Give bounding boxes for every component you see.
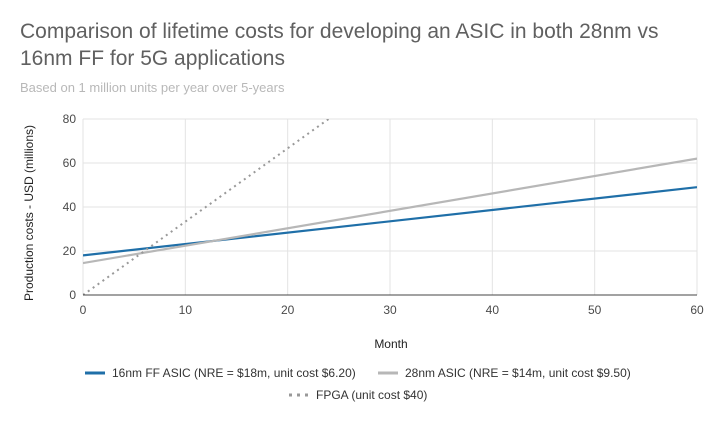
x-tick-label: 60 [690, 303, 704, 317]
x-tick-label: 40 [486, 303, 500, 317]
series-line-1 [83, 157, 697, 265]
series-lines [83, 119, 697, 295]
tick-labels: 0 20 40 60 80 0 10 20 30 40 50 60 [63, 112, 704, 317]
y-tick-label: 20 [63, 244, 77, 258]
chart-subtitle: Based on 1 million units per year over 5… [20, 80, 285, 95]
x-tick-label: 0 [80, 303, 87, 317]
y-tick-label: 60 [63, 156, 77, 170]
y-tick-label: 40 [63, 200, 77, 214]
y-tick-label: 80 [63, 112, 77, 126]
x-tick-label: 50 [588, 303, 602, 317]
x-tick-label: 30 [383, 303, 397, 317]
legend-label-2: FPGA (unit cost $40) [316, 388, 427, 402]
legend: 16nm FF ASIC (NRE = $18m, unit cost $6.2… [85, 366, 631, 402]
y-tick-label: 0 [69, 288, 76, 302]
x-tick-label: 20 [281, 303, 295, 317]
gridlines [82, 118, 698, 296]
y-axis-label: Production costs - USD (millions) [22, 125, 36, 301]
series-line-0 [83, 186, 697, 257]
chart-title: Comparison of lifetime costs for develop… [20, 20, 659, 70]
x-axis-label: Month [374, 337, 407, 351]
legend-label-0: 16nm FF ASIC (NRE = $18m, unit cost $6.2… [112, 366, 356, 380]
series-line-2 [83, 119, 330, 295]
legend-label-1: 28nm ASIC (NRE = $14m, unit cost $9.50) [405, 366, 631, 380]
x-tick-label: 10 [179, 303, 193, 317]
